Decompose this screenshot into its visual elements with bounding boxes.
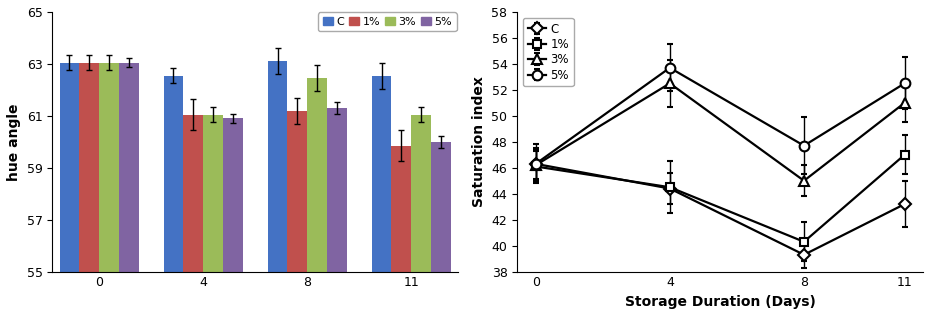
Bar <box>392 146 411 272</box>
Bar <box>164 76 183 272</box>
Bar <box>203 114 223 272</box>
Bar <box>411 114 431 272</box>
Legend: C, 1%, 3%, 5%: C, 1%, 3%, 5% <box>523 18 574 86</box>
Legend: C, 1%, 3%, 5%: C, 1%, 3%, 5% <box>318 12 457 31</box>
Bar <box>60 63 79 272</box>
Bar <box>79 63 100 272</box>
Bar <box>183 114 203 272</box>
Bar <box>223 118 243 272</box>
Bar <box>119 63 139 272</box>
Bar <box>431 142 451 272</box>
Bar <box>287 111 307 272</box>
Bar <box>268 61 287 272</box>
Y-axis label: hue angle: hue angle <box>7 103 21 180</box>
Y-axis label: Saturation index: Saturation index <box>472 76 486 207</box>
Bar <box>372 76 392 272</box>
X-axis label: Storage Duration (Days): Storage Duration (Days) <box>625 295 816 309</box>
Bar <box>327 108 347 272</box>
Bar <box>100 63 119 272</box>
Bar <box>307 78 327 272</box>
